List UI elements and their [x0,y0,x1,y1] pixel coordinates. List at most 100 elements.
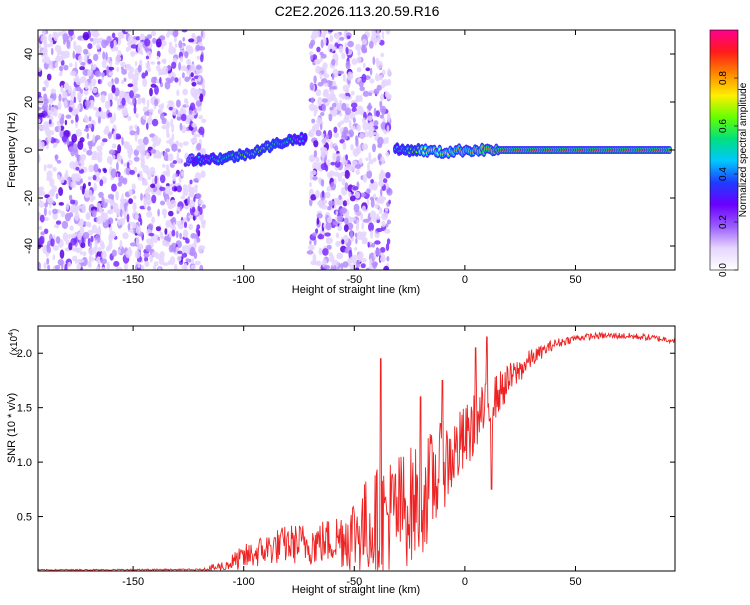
noise-speckle [38,140,43,149]
noise-speckle [316,213,323,219]
noise-speckle [50,238,55,247]
noise-speckle [133,156,140,162]
noise-speckle [46,164,53,169]
noise-speckle [353,203,360,213]
noise-speckle [132,73,139,83]
noise-speckle [157,191,162,196]
noise-speckle [145,55,149,60]
noise-speckle [40,231,45,236]
noise-speckle [72,255,77,262]
noise-speckle [196,133,201,138]
noise-speckle [151,216,155,224]
noise-speckle [160,113,165,120]
noise-speckle [326,159,331,167]
noise-speckle [312,176,318,181]
noise-speckle [383,178,388,184]
noise-speckle [92,106,98,111]
noise-speckle [46,170,53,180]
noise-speckle [357,50,361,56]
noise-speckle [331,259,339,269]
noise-speckle [308,154,316,163]
noise-speckle [114,96,118,101]
snr-panel: -150 -100 -50 0 50 0.5 1.0 1.5 2.0 Height of st… [6,325,676,596]
noise-speckle [354,247,358,251]
noise-speckle [342,200,348,207]
noise-speckle [349,256,356,264]
noise-speckle [180,113,187,122]
noise-speckle [83,128,90,132]
noise-speckle [359,132,365,139]
noise-speckle [53,143,56,149]
noise-speckle [379,100,383,108]
noise-speckle [121,136,124,146]
noise-speckle [97,225,102,236]
noise-speckle [331,107,338,117]
noise-speckle [69,98,74,108]
noise-speckle [310,194,317,201]
noise-speckle [168,210,174,217]
noise-speckle [72,87,76,97]
noise-speckle [43,93,48,101]
noise-speckle [335,240,341,247]
noise-speckle [341,239,345,245]
noise-speckle [116,98,120,106]
spectrogram-panel: -150 -100 -50 0 50 -40 -20 0 20 40 Height of str… [6,29,676,296]
noise-speckle [309,240,312,245]
noise-speckle [84,100,91,108]
noise-speckle [130,39,138,45]
noise-speckle [120,61,126,68]
noise-speckle [320,33,324,38]
noise-speckle [342,141,347,151]
noise-speckle [355,191,360,199]
noise-speckle [176,221,182,226]
noise-speckle [169,183,174,188]
noise-speckle [167,100,174,105]
noise-speckle [59,249,65,259]
noise-speckle [91,78,97,85]
noise-speckle [356,124,361,132]
noise-speckle [99,179,104,187]
noise-speckle [341,102,347,111]
noise-speckle [330,161,336,166]
noise-speckle [169,199,177,208]
noise-speckle [193,196,196,203]
snr-frame [37,325,676,572]
noise-speckle [101,59,107,68]
noise-speckle [100,242,105,250]
noise-speckle [109,231,116,239]
noise-speckle [179,232,183,240]
noise-speckle [379,114,384,119]
spectrogram-y-ticks: -40 -20 0 20 40 [23,48,675,254]
noise-speckle [137,243,144,250]
noise-speckle [190,63,195,72]
noise-speckle [307,132,313,137]
noise-speckle [317,96,323,107]
noise-speckle [178,40,183,49]
noise-speckle [50,47,54,56]
noise-speckle [378,179,385,187]
noise-speckle [113,112,116,122]
noise-speckle [144,188,150,198]
noise-speckle [366,188,371,194]
noise-speckle [88,141,93,151]
noise-speckle [171,229,176,237]
noise-speckle [109,116,115,124]
noise-speckle [155,226,161,232]
noise-speckle [333,46,337,51]
spectrogram-y-tick-label: -40 [23,238,35,254]
noise-speckle [87,43,93,50]
noise-speckle [171,76,175,81]
noise-speckle [111,249,117,257]
noise-speckle [136,145,143,152]
noise-speckle [101,72,105,78]
noise-speckle [126,213,130,223]
noise-speckle [93,53,99,62]
noise-speckle [127,83,134,88]
noise-speckle [375,57,380,65]
noise-speckle [315,189,320,199]
noise-speckle [154,85,159,95]
noise-speckle [385,243,390,252]
noise-speckle [38,118,41,124]
noise-speckle [91,224,98,234]
noise-speckle [336,102,341,110]
